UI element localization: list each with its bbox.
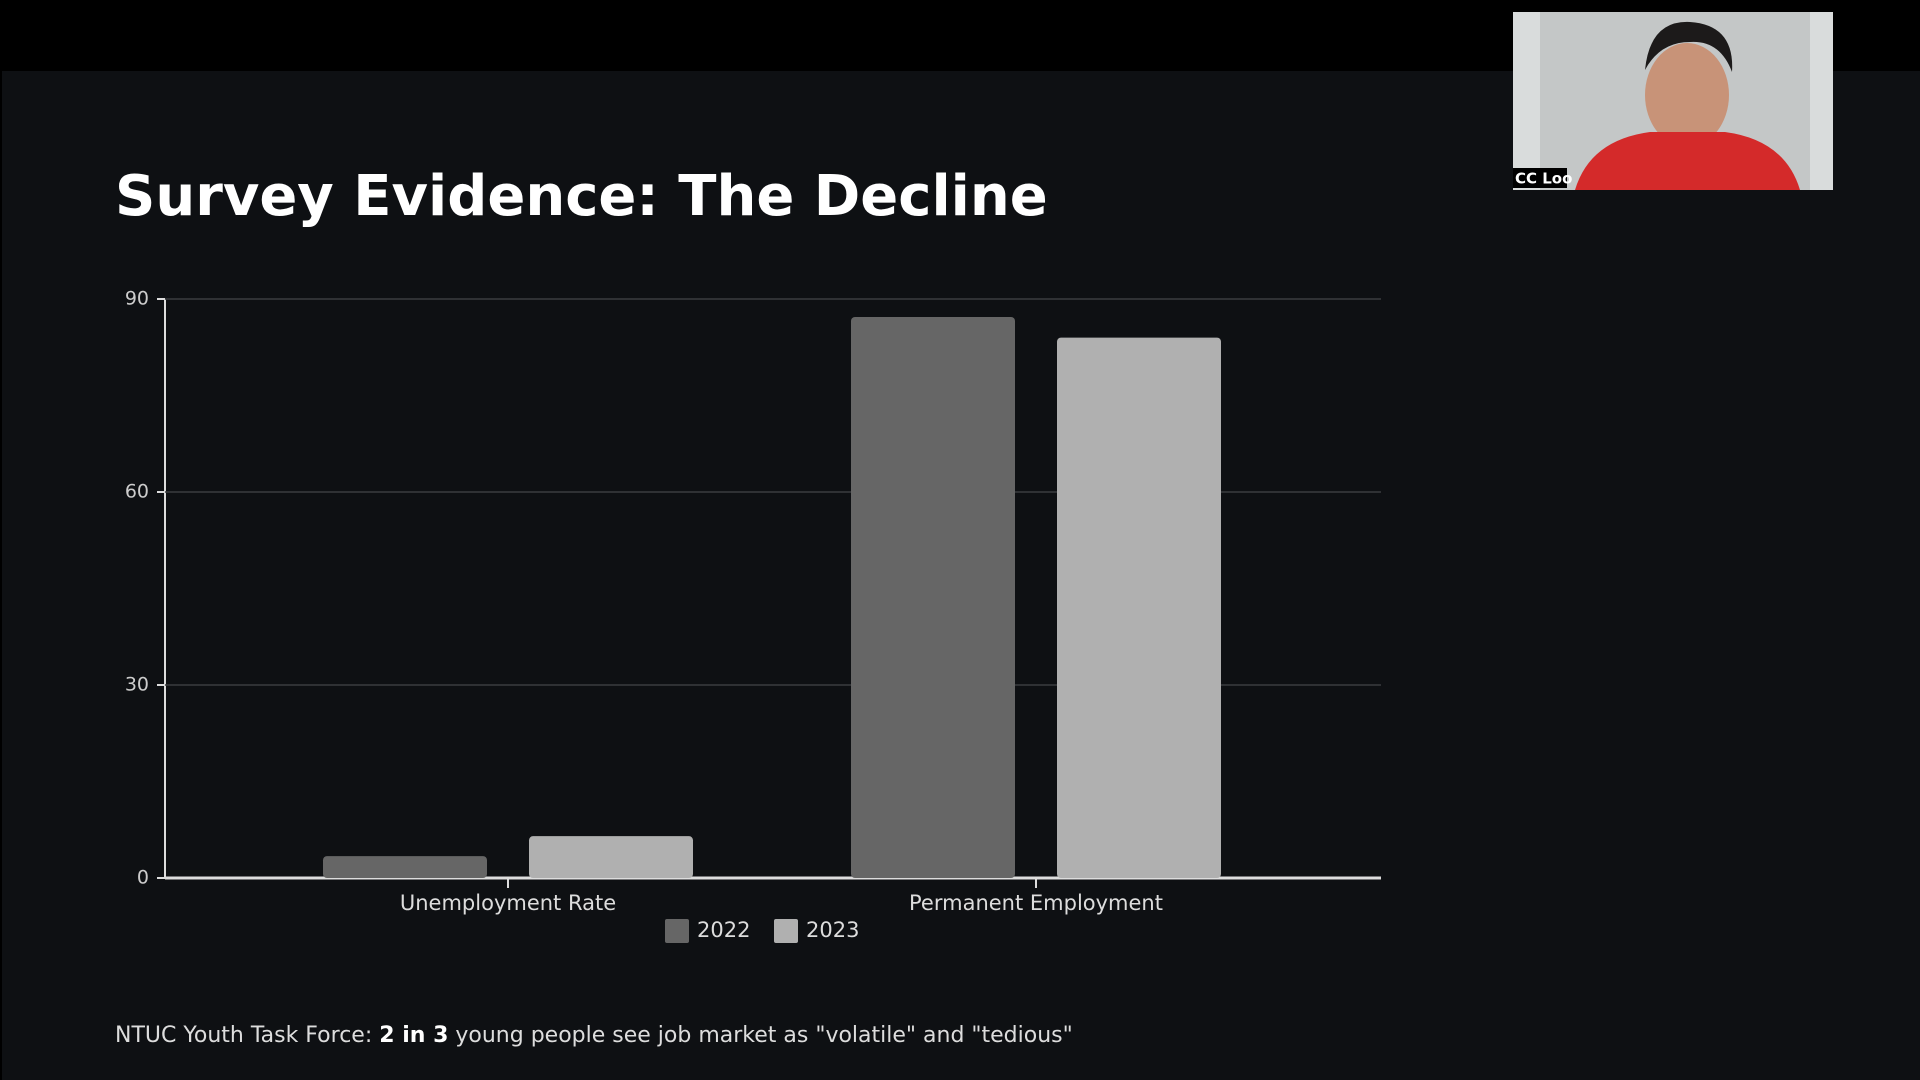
footer-suffix: young people see job market as "volatile…	[448, 1023, 1072, 1048]
face	[1645, 43, 1729, 147]
hair	[1645, 21, 1733, 72]
video-tile[interactable]: CC Loo	[1513, 12, 1833, 190]
footer-prefix: NTUC Youth Task Force:	[115, 1023, 379, 1048]
y-tick-label: 60	[125, 481, 149, 503]
chart-title: Survey Evidence: The Decline	[115, 164, 1048, 229]
y-tick-label: 0	[137, 867, 149, 889]
legend-label: 2023	[806, 918, 859, 942]
shirt	[1575, 132, 1800, 190]
legend-label: 2022	[697, 918, 750, 942]
y-tick-label: 90	[125, 288, 149, 310]
name-tag	[1513, 168, 1567, 188]
participant-name: CC Loo	[1515, 170, 1572, 188]
footer: NTUC Youth Task Force: 2 in 3 young peop…	[115, 1023, 1073, 1048]
legend-swatch	[665, 919, 689, 943]
bar	[529, 836, 693, 878]
bar	[1057, 337, 1221, 879]
bar	[323, 856, 487, 878]
y-tick-label: 30	[125, 674, 149, 696]
x-tick-label: Permanent Employment	[909, 891, 1163, 915]
x-tick-label: Unemployment Rate	[400, 891, 616, 915]
bar	[851, 317, 1015, 879]
legend-swatch	[774, 919, 798, 943]
footer-emphasis: 2 in 3	[379, 1023, 448, 1048]
